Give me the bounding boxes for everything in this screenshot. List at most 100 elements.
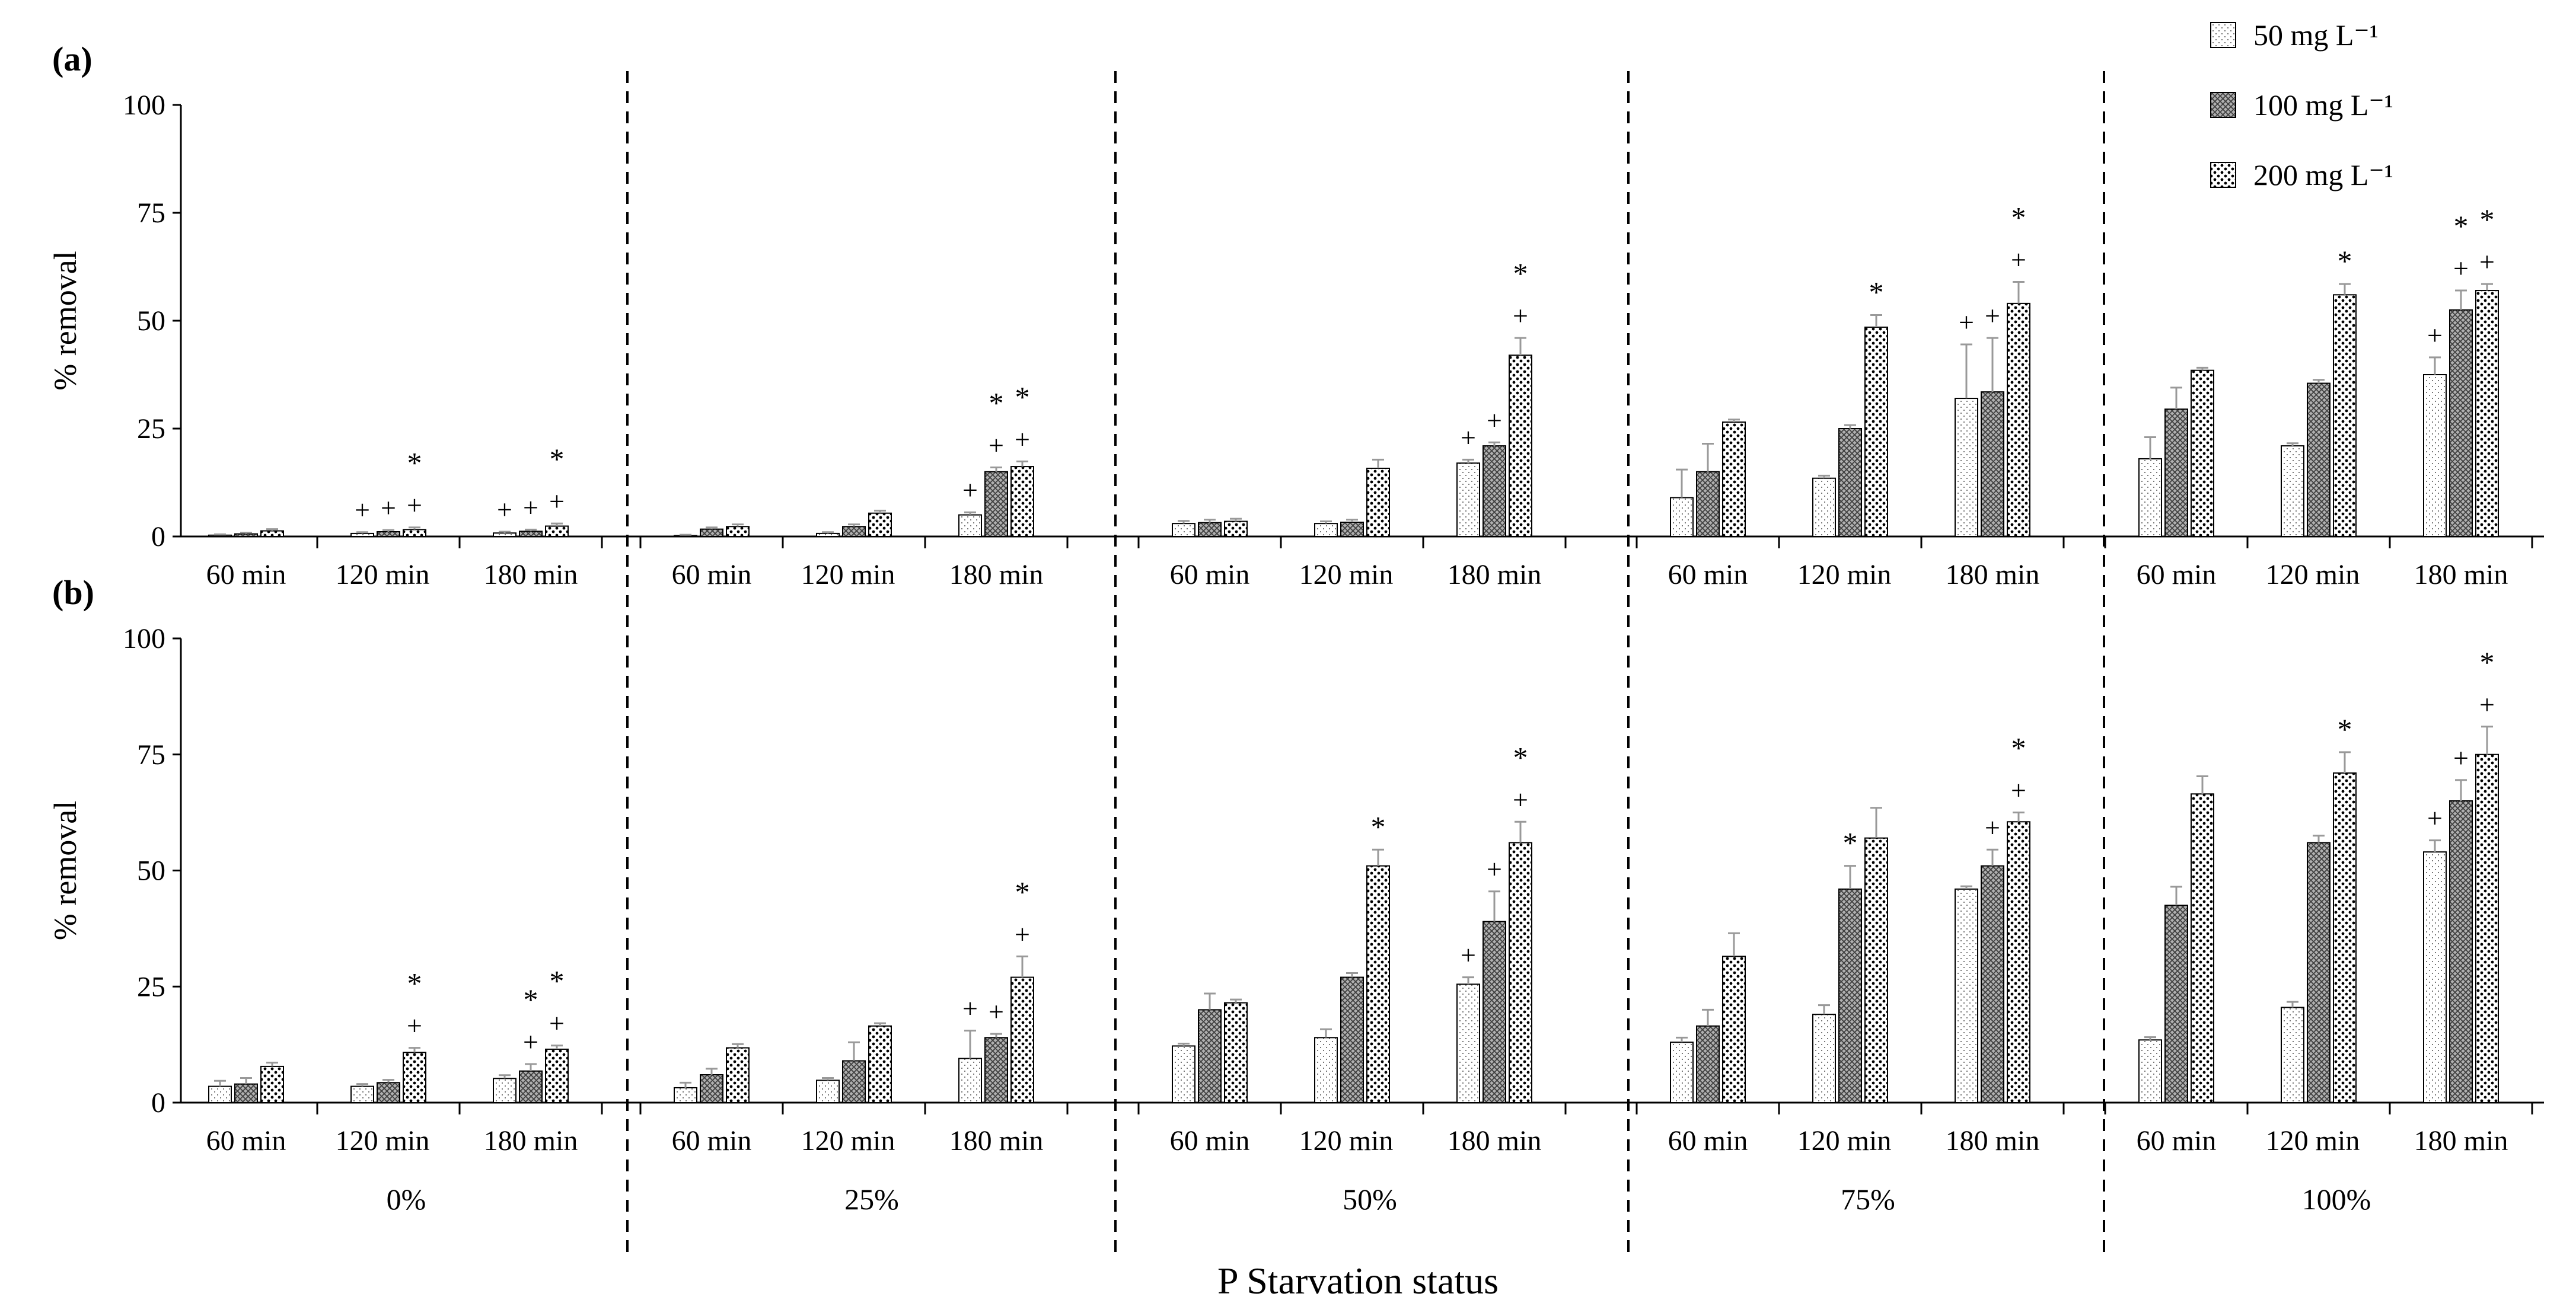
significance-plus: + — [2011, 244, 2026, 274]
bar — [403, 1052, 426, 1104]
significance-plus: + — [1487, 405, 1502, 435]
y-axis-label: % removal — [47, 801, 83, 940]
bar — [2164, 905, 2188, 1103]
significance-plus: + — [989, 430, 1004, 461]
bar — [377, 1082, 400, 1104]
bar — [2449, 800, 2473, 1104]
bar — [984, 471, 1008, 537]
bar — [726, 1047, 750, 1103]
bar — [2007, 302, 2030, 537]
bar — [1509, 354, 1532, 537]
significance-asterisk: * — [1843, 826, 1858, 860]
significance-asterisk: * — [1015, 380, 1030, 413]
significance-plus: + — [989, 996, 1004, 1027]
significance-plus: + — [1461, 422, 1476, 452]
bar — [2138, 458, 2162, 538]
significance-plus: + — [962, 994, 978, 1024]
x-tick-label: 60 min — [672, 559, 752, 590]
bar — [958, 1058, 982, 1103]
bar — [958, 514, 982, 537]
x-tick-label: 180 min — [1946, 1125, 2040, 1157]
bar — [2307, 382, 2330, 537]
x-tick-label: 60 min — [1668, 1125, 1748, 1157]
bar — [1812, 1014, 1836, 1103]
y-tick-label: 0 — [151, 521, 165, 552]
bar — [1198, 1009, 1222, 1104]
y-tick-label: 50 — [137, 855, 165, 887]
bar — [2164, 408, 2188, 537]
significance-plus: + — [2479, 247, 2495, 277]
x-tick-label: 120 min — [801, 559, 895, 590]
bar — [2423, 851, 2447, 1104]
significance-plus: + — [497, 494, 512, 525]
significance-plus: + — [407, 490, 422, 520]
y-tick-label: 75 — [137, 739, 165, 771]
significance-plus: + — [1015, 424, 1030, 454]
bar — [260, 530, 284, 538]
bar — [1198, 522, 1222, 537]
x-axis-title: P Starvation status — [1217, 1260, 1499, 1302]
bar — [208, 1085, 232, 1103]
panel-label: (a) — [52, 40, 93, 78]
bar — [1981, 391, 2004, 537]
significance-asterisk: * — [550, 442, 565, 475]
bar — [377, 531, 400, 538]
bar — [403, 529, 426, 537]
significance-asterisk: * — [2011, 732, 2026, 765]
bar — [816, 532, 840, 537]
y-tick-label: 0 — [151, 1087, 165, 1119]
bar — [1456, 462, 1480, 537]
x-tick-label: 180 min — [2414, 1125, 2508, 1157]
bar — [842, 1060, 866, 1104]
bar — [1314, 1037, 1338, 1104]
x-tick-label: 180 min — [1448, 559, 1542, 590]
x-tick-label: 60 min — [2137, 1125, 2217, 1157]
x-tick-label: 120 min — [2266, 559, 2360, 590]
bar — [700, 528, 723, 538]
significance-asterisk: * — [989, 387, 1004, 420]
group-label: 25% — [844, 1183, 899, 1216]
bar — [1340, 976, 1364, 1103]
bar — [1838, 888, 1862, 1103]
bar — [234, 1083, 258, 1104]
significance-plus: + — [2453, 743, 2469, 773]
significance-asterisk: * — [2338, 244, 2352, 277]
significance-asterisk: * — [1371, 810, 1386, 843]
bar — [2138, 1039, 2162, 1104]
bar — [2191, 369, 2214, 537]
x-tick-label: 180 min — [949, 559, 1044, 590]
significance-plus: + — [1985, 301, 2000, 331]
x-tick-label: 180 min — [949, 1125, 1044, 1157]
bar — [1172, 523, 1195, 537]
bar — [350, 1085, 374, 1103]
bar — [350, 532, 374, 537]
bar — [519, 1070, 543, 1103]
legend-swatch — [2210, 162, 2236, 188]
bar — [1696, 1025, 1720, 1104]
significance-asterisk: * — [2011, 200, 2026, 234]
significance-plus: + — [523, 1027, 538, 1057]
bar — [2333, 772, 2357, 1103]
x-tick-label: 120 min — [2266, 1125, 2360, 1157]
bar — [2281, 1007, 2304, 1103]
bar — [1010, 976, 1034, 1103]
x-tick-label: 120 min — [1299, 559, 1394, 590]
bar — [208, 534, 232, 537]
bar — [1509, 842, 1532, 1104]
bar — [1955, 398, 1978, 537]
y-tick-label: 25 — [137, 971, 165, 1002]
bar — [1670, 497, 1694, 537]
bar — [842, 526, 866, 537]
bar — [868, 512, 892, 537]
legend-swatch — [2210, 92, 2236, 118]
significance-asterisk: * — [407, 446, 422, 480]
bar — [1010, 466, 1034, 538]
x-tick-label: 180 min — [1448, 1125, 1542, 1157]
bar — [545, 525, 569, 538]
bar — [1340, 521, 1364, 538]
significance-asterisk: * — [1869, 276, 1884, 309]
bar — [1483, 445, 1506, 537]
bar — [2475, 290, 2499, 537]
x-tick-label: 120 min — [801, 1125, 895, 1157]
